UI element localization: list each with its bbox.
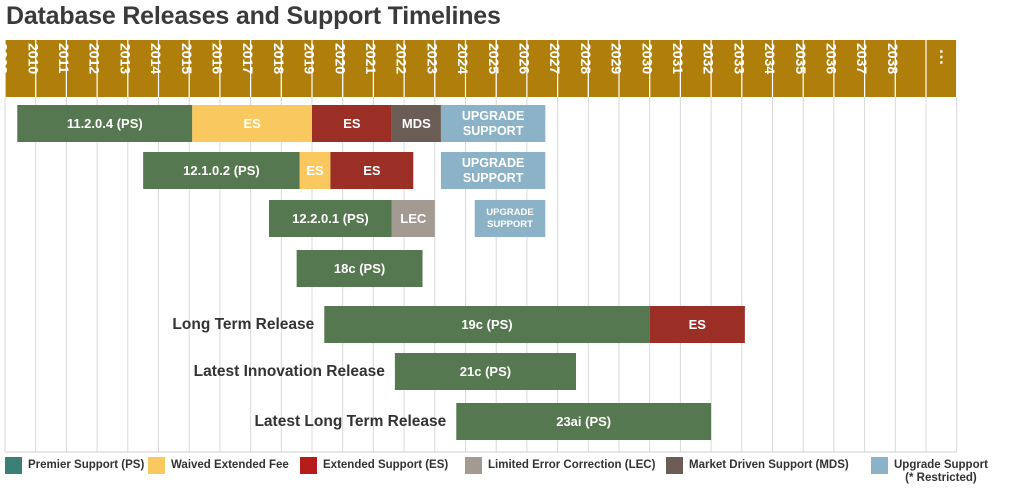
year-tick-label: 2017 [240, 43, 256, 74]
bar-label: UPGRADE [462, 109, 525, 123]
bar-extended [312, 105, 392, 142]
year-tick-label: 2014 [148, 43, 164, 74]
legend-item-upgrade: Upgrade Support (* Restricted) [871, 457, 988, 485]
bar-label: 12.1.0.2 (PS) [183, 163, 260, 178]
legend-swatch-upgrade [871, 457, 888, 474]
legend-item-extended: Extended Support (ES) [300, 457, 448, 474]
year-tick-label: 2021 [363, 43, 379, 74]
bar-mds [391, 105, 441, 142]
year-tick-label: 2035 [793, 43, 809, 74]
bar-premier [456, 403, 712, 440]
bar-premier [394, 353, 577, 390]
year-tick-label: 2032 [701, 43, 717, 74]
bar-premier [324, 306, 650, 343]
year-tick-label: 2038 [885, 43, 901, 74]
legend-swatch-lec [465, 457, 482, 474]
legend-item-lec: Limited Error Correction (LEC) [465, 457, 655, 474]
year-tick-label: 2031 [670, 43, 686, 74]
year-tick-label: 2015 [179, 43, 195, 74]
bar-label: ES [363, 163, 381, 178]
bar-label: 21c (PS) [460, 364, 511, 379]
bar-extended [330, 152, 414, 189]
legend: Premier Support (PS) Waived Extended Fee… [0, 455, 1024, 489]
legend-label: Premier Support (PS) [28, 459, 145, 471]
bar-premier [269, 200, 392, 237]
timeline-chart: 2009 2010 2011 2012 2013 2014 2015 2016 2017 2018… [0, 40, 958, 453]
year-tick-label: 2037 [854, 43, 870, 74]
legend-label: Waived Extended Fee [171, 459, 289, 471]
legend-swatch-extended [300, 457, 317, 474]
year-tick-label: 2036 [823, 43, 839, 74]
year-tick-label: ⋮ [933, 49, 949, 66]
year-tick-label: 2029 [609, 43, 625, 74]
row-label: Long Term Release [172, 316, 314, 333]
year-tick-label: 2022 [394, 43, 410, 74]
year-tick-label: 2028 [578, 43, 594, 74]
year-tick-label: 2027 [547, 43, 563, 74]
bar-label: ES [689, 317, 707, 332]
year-tick-label: 2024 [455, 43, 471, 74]
bar-premier [296, 250, 423, 287]
legend-sublabel: (* Restricted) [905, 472, 977, 484]
bar-upgrade [440, 152, 546, 189]
legend-swatch-mds [666, 457, 683, 474]
year-tick-label: 2034 [762, 43, 778, 74]
year-tick-label: 2020 [332, 43, 348, 74]
bar-label: 18c (PS) [334, 261, 385, 276]
legend-item-waived: Waived Extended Fee [148, 457, 289, 474]
bar-label: 11.2.0.4 (PS) [67, 116, 143, 131]
bar-premier [143, 152, 300, 189]
legend-item-mds: Market Driven Support (MDS) [666, 457, 849, 474]
bar-label: 19c (PS) [461, 317, 512, 332]
bar-waived [192, 105, 312, 142]
legend-swatch-premier [5, 457, 22, 474]
year-tick-label: 2012 [87, 43, 103, 74]
year-tick-label: 2013 [117, 43, 133, 74]
bar-lec [391, 200, 435, 237]
year-tick-label: 2009 [0, 43, 11, 74]
year-tick-label: 2026 [516, 43, 532, 74]
legend-item-premier: Premier Support (PS) [5, 457, 144, 474]
year-tick-label: 2010 [25, 43, 41, 74]
bar-label: UPGRADE [486, 207, 534, 218]
year-tick-label: 2019 [302, 43, 318, 74]
row-label: Latest Long Term Release [254, 413, 446, 430]
year-tick-label: 2033 [731, 43, 747, 74]
bar-label: 12.2.0.1 (PS) [292, 211, 369, 226]
bar-label: ES [306, 163, 324, 178]
bar-label: ES [243, 116, 261, 131]
bar-label: LEC [400, 211, 427, 226]
bar-label: SUPPORT [463, 124, 524, 138]
legend-label-upgrade: Upgrade Support (* Restricted) [894, 457, 988, 485]
year-tick-label: 2030 [639, 43, 655, 74]
bar-label: ES [343, 116, 361, 131]
year-tick-label: 2023 [424, 43, 440, 74]
row-label: Latest Innovation Release [194, 363, 386, 380]
bar-upgrade [474, 200, 546, 237]
bar-extended [649, 306, 745, 343]
bar-label: MDS [402, 116, 431, 131]
year-tick-label: 2016 [209, 43, 225, 74]
legend-label: Limited Error Correction (LEC) [488, 459, 656, 471]
legend-swatch-waived [148, 457, 165, 474]
bar-waived [299, 152, 331, 189]
bar-label: UPGRADE [462, 156, 525, 170]
bar-label: SUPPORT [487, 219, 533, 230]
bar-premier [17, 105, 193, 142]
bar-label: SUPPORT [463, 171, 524, 185]
legend-label: Extended Support (ES) [323, 459, 449, 471]
year-header [5, 40, 957, 97]
legend-label: Upgrade Support [894, 459, 988, 471]
year-tick-label: 2011 [56, 43, 72, 74]
bar-upgrade [440, 105, 546, 142]
bar-label: 23ai (PS) [556, 414, 611, 429]
year-tick-label: 2018 [271, 43, 287, 74]
legend-label: Market Driven Support (MDS) [689, 459, 849, 471]
chart-title: Database Releases and Support Timelines [6, 2, 501, 30]
year-tick-label: 2025 [486, 43, 502, 74]
